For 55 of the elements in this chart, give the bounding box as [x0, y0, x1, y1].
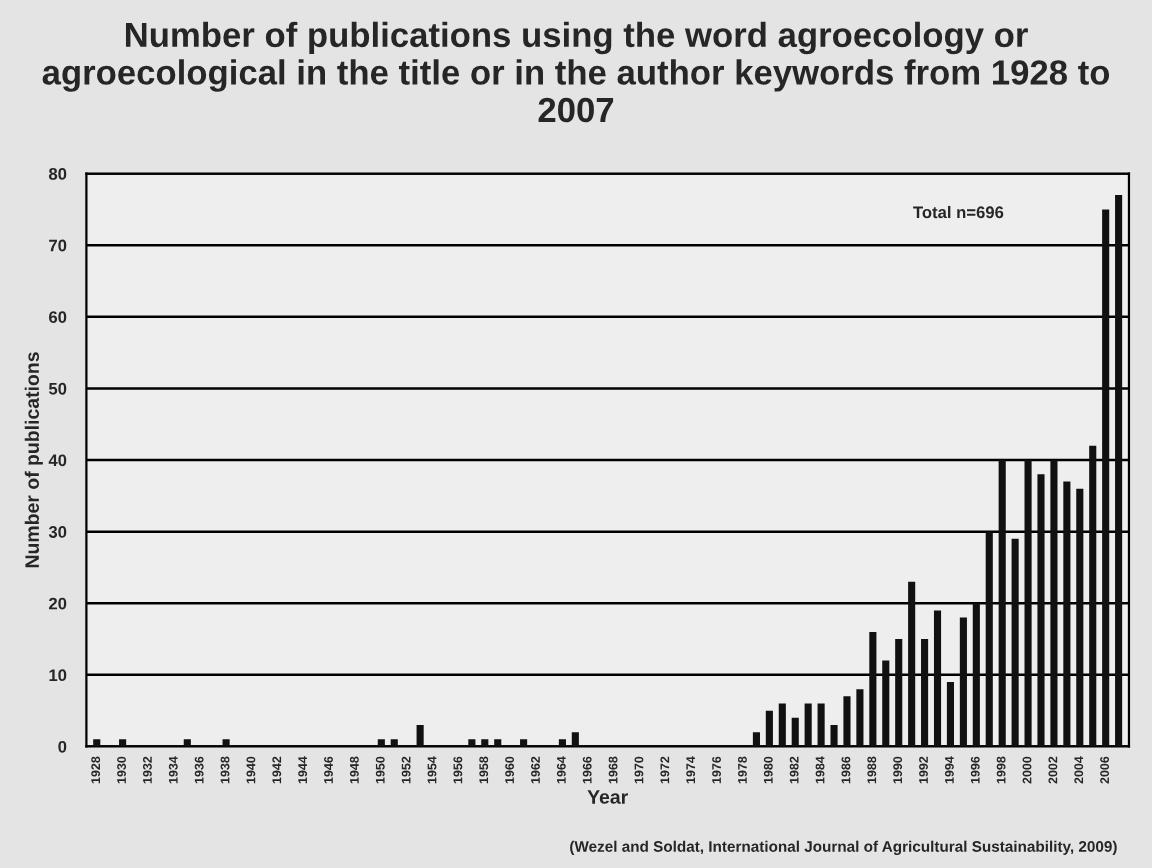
bar: [908, 581, 916, 747]
bar: [856, 689, 864, 747]
bar: [817, 703, 825, 747]
y-tick-label: 0: [58, 740, 67, 753]
bar: [377, 739, 385, 747]
bar: [1115, 195, 1123, 747]
bar: [1076, 488, 1084, 747]
bar: [1011, 538, 1019, 747]
bar: [1089, 445, 1097, 747]
bar: [895, 639, 903, 747]
bar: [985, 531, 993, 747]
bar: [481, 739, 489, 747]
y-tick-label: 60: [49, 311, 67, 324]
bar: [520, 739, 528, 747]
bar: [119, 739, 127, 747]
annotation: Total n=696: [913, 205, 1004, 219]
bar: [183, 739, 191, 747]
bar: [752, 732, 760, 747]
bar: [765, 710, 773, 747]
bar: [843, 696, 851, 747]
chart-title: Number of publications using the word agroecology or agroecological in the title or in the author keywords from 1928 to 2007: [42, 21, 1110, 123]
bar: [998, 460, 1006, 747]
bar: [571, 732, 579, 747]
bar: [804, 703, 812, 747]
bar: [558, 739, 566, 747]
bar: [946, 682, 955, 747]
bar: [1102, 209, 1110, 747]
bar: [1024, 460, 1032, 747]
x-axis-title: Year: [587, 790, 628, 804]
y-tick-label: 50: [48, 382, 67, 395]
bar: [972, 603, 980, 747]
y-tick-label: 70: [49, 239, 67, 252]
bar: [390, 739, 398, 747]
bar: [933, 610, 942, 747]
bar: [494, 739, 502, 747]
bar: [222, 739, 230, 747]
y-tick-label: 40: [48, 454, 67, 467]
y-tick-label: 80: [48, 168, 67, 180]
y-axis-title: Number of publications: [24, 352, 43, 568]
bar: [882, 660, 890, 747]
bar: [93, 739, 101, 747]
bar: [830, 725, 838, 747]
bar: [921, 639, 929, 747]
bar: [1037, 474, 1045, 747]
y-tick-label: 10: [49, 669, 67, 682]
bar: [1063, 481, 1071, 747]
bar: [778, 703, 786, 747]
y-tick-label: 20: [49, 597, 67, 610]
y-tick-label: 30: [48, 526, 67, 538]
bar: [959, 617, 967, 747]
bar: [1050, 460, 1058, 747]
bar: [791, 717, 799, 747]
bar: [468, 739, 476, 747]
bar: [869, 631, 877, 747]
bar: [416, 725, 424, 747]
